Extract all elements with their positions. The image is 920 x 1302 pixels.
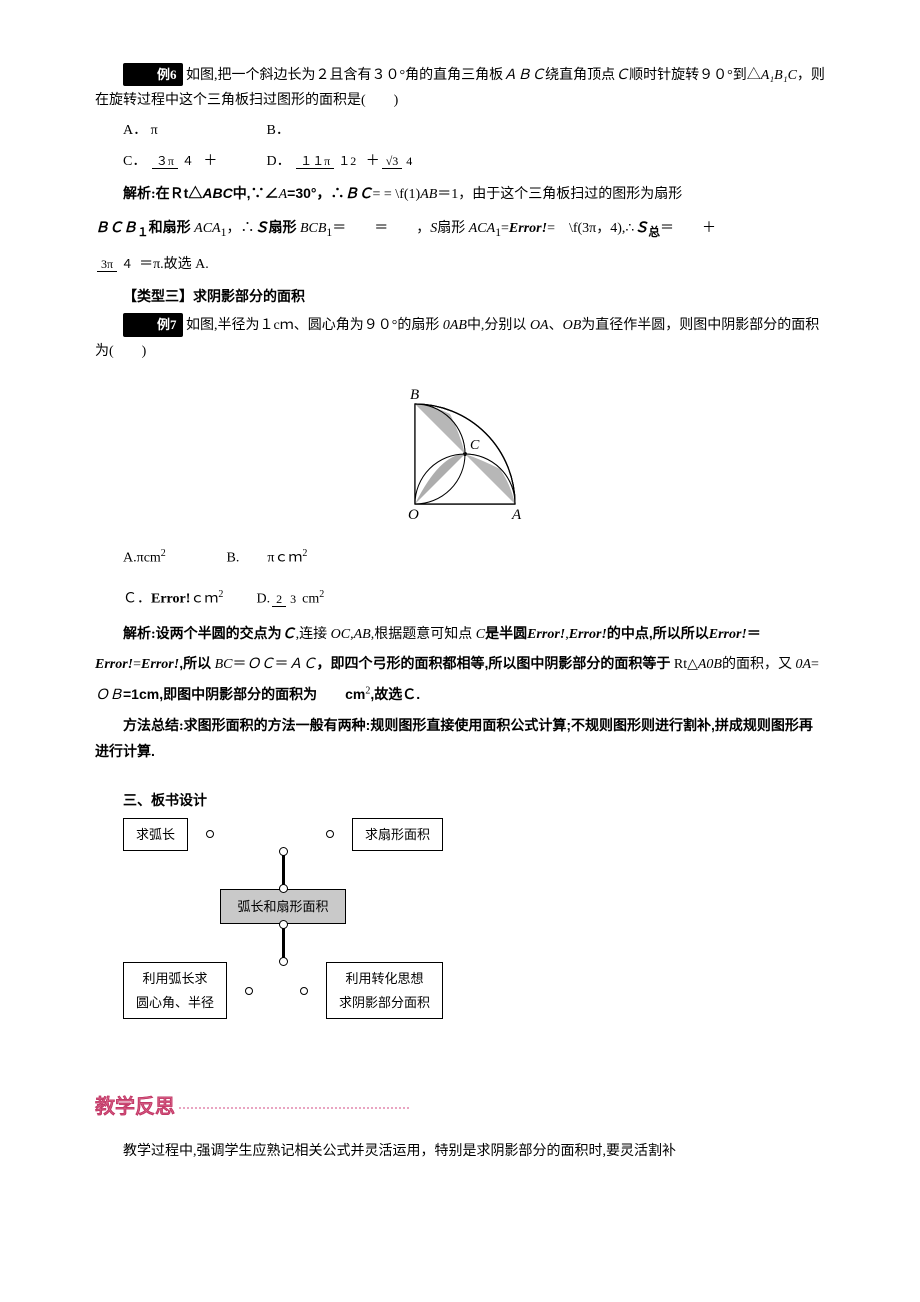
teaching-reflection-heading: 教学反思 xyxy=(95,1089,825,1125)
example6-analysis-p2: ＢＣＢ１和扇形 ACA1，∴Ｓ扇形 BCB1＝ ＝ ，S扇形 ACA1=Erro… xyxy=(95,210,825,282)
analysis-label: 解析: xyxy=(123,187,156,202)
svg-text:C: C xyxy=(470,438,480,453)
option-a: A． π xyxy=(123,116,263,147)
example7-options: A.πcm2 B. πｃｍ2 Ｃ．Error!ｃｍ2 D.23cm2 xyxy=(123,543,825,616)
board-flowchart: 求弧长 求扇形面积 弧长和扇形面积 利用弧长求 圆心角、半径 利用转化思想 求阴… xyxy=(123,818,443,1020)
option-b: B． xyxy=(267,116,407,147)
option-d: D.23cm2 xyxy=(257,584,397,615)
analysis-label: 解析: xyxy=(123,627,156,642)
method-summary: 方法总结:求图形面积的方法一般有两种:规则图形直接使用面积公式计算;不规则图形则… xyxy=(95,713,825,765)
svg-text:B: B xyxy=(410,387,419,403)
flow-node-arc-length: 求弧长 xyxy=(123,818,188,851)
example7-label: 例7 xyxy=(123,313,183,336)
type3-header-line: 【类型三】求阴影部分的面积 xyxy=(95,285,825,310)
flow-node-center: 弧长和扇形面积 xyxy=(220,889,345,924)
flow-node-sector-area: 求扇形面积 xyxy=(352,818,443,851)
flow-connector xyxy=(282,851,285,889)
example6-problem: 例6 如图,把一个斜边长为２且含有３０°角的直角三角板ＡＢＣ绕直角顶点Ｃ顺时针旋… xyxy=(95,63,825,113)
option-a: A.πcm2 xyxy=(123,543,223,574)
method-label: 方法总结: xyxy=(123,719,184,734)
example7-problem: 例7 如图,半径为１cｍ、圆心角为９０°的扇形 0AB中,分别以 OA、OB为直… xyxy=(95,313,825,363)
option-c: C． ３π４ ＋ xyxy=(123,147,263,178)
flow-node-radius: 利用弧长求 圆心角、半径 xyxy=(123,962,227,1019)
option-d: D． １１π１2 ＋√34 xyxy=(267,147,419,178)
option-b: B. πｃｍ2 xyxy=(227,543,367,574)
svg-text:A: A xyxy=(511,507,522,523)
option-c: Ｃ．Error!ｃｍ2 xyxy=(123,584,253,615)
example6-analysis-p1: 解析:在Ｒt△ABC中,∵∠A=30°，∴ＢＣ= = \f(1)AB＝1，由于这… xyxy=(95,181,825,207)
example6-label: 例6 xyxy=(123,63,183,86)
example7-analysis: 解析:设两个半圆的交点为Ｃ,连接 OC,AB,根据题意可知点 C是半圆Error… xyxy=(95,619,825,710)
board-design-header: 三、板书设计 xyxy=(95,789,825,814)
teaching-reflection-text: 教学过程中,强调学生应熟记相关公式并灵活运用，特别是求阴影部分的面积时,要灵活割… xyxy=(95,1139,825,1164)
flow-node-shadow: 利用转化思想 求阴影部分面积 xyxy=(326,962,443,1019)
sector-figure: B C O A xyxy=(95,374,825,533)
svg-text:O: O xyxy=(408,507,419,523)
dotted-trail xyxy=(179,1107,409,1109)
type3-header: 【类型三】求阴影部分的面积 xyxy=(123,290,305,305)
example6-options: A． π B． C． ３π４ ＋ D． １１π１2 ＋√34 xyxy=(123,116,825,178)
flow-connector xyxy=(282,924,285,962)
